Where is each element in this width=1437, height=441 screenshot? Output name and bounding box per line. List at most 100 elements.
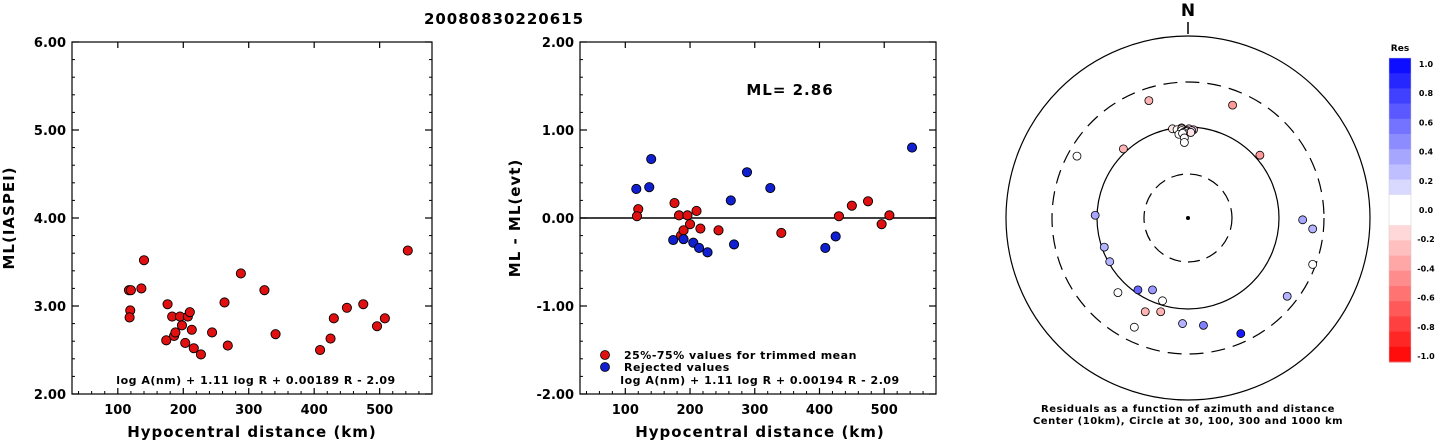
ml-plot-xtick-label: 200 [170,403,197,418]
ml-data-point [219,297,230,308]
circle-300km [1051,81,1325,355]
colorbar-cell [1389,194,1411,211]
trimmed-data-point [776,227,787,239]
residual-plot-ylabel: ML - ML(evt) [506,159,524,277]
ml-data-point [358,299,369,310]
ml-data-point [180,337,191,349]
azimuth-point [1282,291,1292,301]
legend-label-rejected: Rejected values [624,361,730,374]
ml-data-point [186,324,197,335]
ml-plot-xlabel: Hypocentral distance (km) [127,423,377,441]
ml-plot-ylabel: ML(IASPEI) [0,166,18,269]
circle-1000km [1005,35,1371,401]
colorbar-cell [1389,286,1411,302]
ml-plot-xtick-label: 100 [104,403,131,418]
colorbar-tick-label: -1.0 [1417,352,1435,361]
colorbar-cell [1389,88,1411,105]
legend-label-trimmed: 25%-75% values for trimmed mean [624,349,857,362]
trimmed-data-point [862,196,874,207]
ml-value-label: ML= 2.86 [746,81,833,99]
ml-data-point [325,333,336,344]
ml-data-point [402,245,413,256]
colorbar-tick-label: -0.8 [1417,323,1435,332]
residual-plot-ytick-label: 2.00 [542,36,574,51]
residual-plot-xtick-label: 500 [871,403,898,418]
ml-plot-ytick-label: 5.00 [34,124,66,139]
residual-plot-ytick-label: -2.00 [537,388,574,403]
ml-plot-ytick-label: 3.00 [34,300,66,315]
residual-plot-ticks: 100 200 300 400 500 -2.00 -1.00 0.00 1.00 2.00 [537,36,937,418]
ml-data-point [379,313,390,324]
center-dot [1186,216,1190,220]
colorbar-ticks: 1.0 0.8 0.6 0.4 0.2 0.0 -0.2 -0.4 -0.6 -0.8 -1.0 [1417,60,1435,361]
trimmed-data-point [691,205,702,217]
ml-plot-ytick-label: 2.00 [34,388,66,403]
colorbar-tick-label: -0.2 [1417,235,1435,244]
azimuth-point [1113,288,1123,298]
rejected-data-point [820,242,831,253]
ml-data-point [328,313,339,324]
trimmed-data-point [713,225,724,236]
colorbar-cell [1389,255,1411,272]
ml-data-point [315,344,326,356]
residual-plot-xlabel: Hypocentral distance (km) [635,423,885,441]
colorbar-cells [1388,57,1412,363]
colorbar-tick-label: 0.6 [1419,118,1434,127]
colorbar-cell [1389,240,1411,257]
ml-data-point [161,335,172,346]
rejected-data-point [678,234,689,245]
rejected-data-point [702,247,713,258]
rejected-data-point [725,195,736,206]
residual-plot-xtick-label: 100 [612,403,639,418]
trimmed-data-point [876,219,887,230]
colorbar-cell [1389,179,1411,196]
residual-colorbar: Res 1.0 0.8 0.6 0.4 0.2 0.0 -0.2 -0.4 -0.6 -0.8 -1… [1388,44,1435,363]
colorbar-cell [1389,134,1411,150]
legend-marker-trimmed [600,350,610,360]
colorbar-cell [1389,73,1411,89]
azimuth-point [1298,215,1308,225]
ml-data-point [176,320,188,331]
ml-data-point [125,285,136,296]
ml-plot-ticks: 100 200 300 400 500 2.00 3.00 4.00 5.00 6.00 [34,36,433,418]
ml-plot-ytick-label: 4.00 [34,212,66,227]
ml-distance-panel: 100 200 300 400 500 2.00 3.00 4.00 5.00 6.00 log … [0,36,433,441]
azimuth-point [1199,320,1208,330]
colorbar-cell [1389,225,1411,241]
azimuth-point [1186,128,1196,137]
colorbar-tick-label: -0.4 [1417,264,1435,273]
colorbar-tick-label: -0.6 [1417,294,1435,303]
colorbar-title: Res [1391,44,1409,54]
colorbar-cell [1389,270,1411,287]
north-label: N [1181,1,1195,21]
azimuth-caption-2: Center (10km), Circle at 30, 100, 300 an… [1033,416,1343,427]
colorbar-tick-label: 0.0 [1419,206,1434,215]
azimuth-point [1178,319,1187,328]
colorbar-tick-label: 0.2 [1419,177,1433,186]
ml-data-point [138,255,150,266]
legend-marker-rejected [600,362,610,372]
ml-data-point [124,312,135,323]
trimmed-data-point [682,210,693,221]
rejected-data-point [830,231,841,242]
ml-data-point [207,327,218,338]
azimuth-caption-1: Residuals as a function of azimuth and d… [1041,404,1335,415]
azimuth-point [1308,224,1318,234]
azimuth-point [1118,144,1128,154]
azimuth-point [1099,242,1109,252]
trimmed-data-point [833,211,844,222]
residual-plot-formula: log A(nm) + 1.11 log R + 0.00194 R - 2.0… [620,374,899,387]
colorbar-frame [1388,57,1412,363]
ml-plot-ytick-label: 6.00 [34,36,66,51]
residual-plot-points [631,142,918,258]
rejected-data-point [729,239,740,250]
rejected-data-point [741,167,753,178]
residual-plot-xtick-label: 200 [676,403,703,418]
circle-30km [1143,173,1233,263]
ml-plot-points [123,245,413,360]
trimmed-data-point [673,210,685,221]
ml-data-point [341,302,352,313]
ml-data-point [222,340,233,351]
colorbar-cell [1389,164,1411,181]
residual-plot-xtick-label: 400 [806,403,833,418]
